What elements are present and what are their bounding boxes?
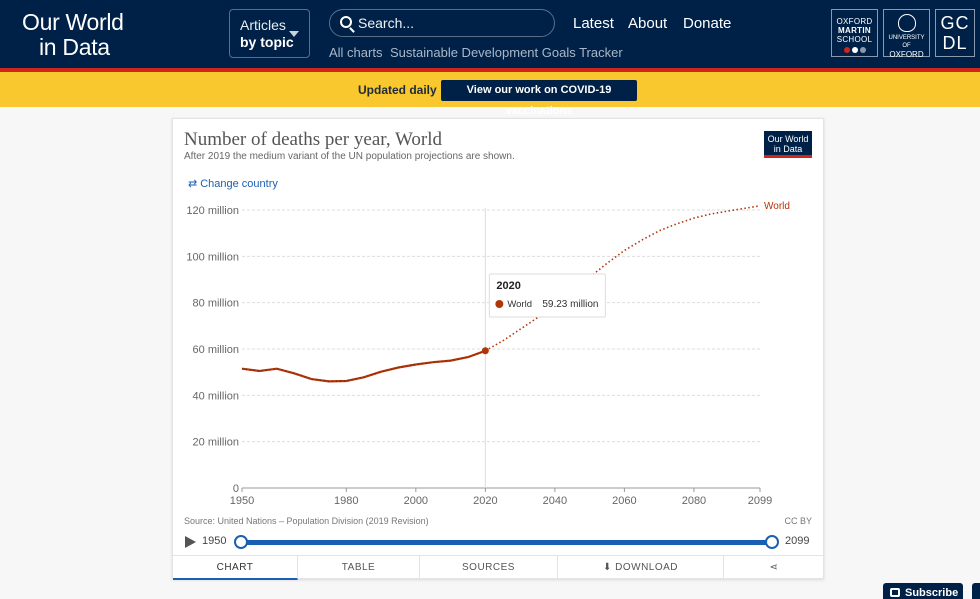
updated-daily-text: Updated daily [358,83,437,97]
timeline-end-handle[interactable] [765,535,779,549]
change-country-link[interactable]: ⇄ Change country [188,177,278,190]
owid-small-logo[interactable]: Our World in Data [764,131,812,158]
line-chart[interactable]: 0 20 million 40 million 60 million 80 millio… [173,197,825,509]
ox-line-2: OXFORD [889,50,924,59]
tooltip-swatch [495,300,504,308]
gcdl-line-1: GC [940,13,970,33]
tab-sources[interactable]: SOURCES [420,556,558,580]
series-line-projection [485,205,761,352]
timeline-start-year: 1950 [202,535,227,547]
mail-icon [890,588,900,597]
owid-logo-line-2: in Data [773,144,803,154]
header-stripe [0,68,980,72]
tooltip-series: World [507,299,532,310]
oxford-university-logo[interactable]: UNIVERSITY OF OXFORD [883,9,930,59]
side-button-stub[interactable] [972,583,980,599]
search-input[interactable] [358,15,538,31]
nav-sdg-tracker[interactable]: Sustainable Development Goals Tracker [390,45,623,60]
y-tick-label: 0 [233,483,239,495]
by-topic-label: by topic [240,34,294,50]
timeline-slider[interactable]: 1950 2099 [173,531,825,553]
share-icon: ⋖ [769,562,779,573]
x-tick-label: 1980 [334,495,358,507]
x-axis-ticks: 1950 1980 2000 2020 2040 2060 2080 2099 [230,488,772,507]
tab-chart[interactable]: CHART [173,556,298,580]
y-tick-label: 20 million [193,437,239,449]
x-tick-label: 2020 [473,495,497,507]
oms-line-2: MARTIN [838,26,871,35]
license-badge[interactable]: CC BY [784,516,812,526]
chevron-down-icon [289,31,299,37]
series-label: World [764,201,790,212]
x-tick-label: 2040 [543,495,567,507]
x-tick-label: 2099 [748,495,772,507]
series-dots-historical [241,350,486,383]
download-icon: ⬇ [602,562,616,573]
series-world: World [241,201,790,383]
covid-vaccinations-button[interactable]: View our work on COVID-19 vaccinations [441,80,637,117]
highlight-point [481,347,489,355]
site-logo[interactable]: Our World in Data [22,10,124,60]
swap-arrows-icon: ⇄ [188,178,198,190]
timeline-track[interactable] [241,540,772,545]
logo-line-2: in Data [39,34,110,60]
chart-subtitle: After 2019 the medium variant of the UN … [184,151,515,162]
nav-all-charts[interactable]: All charts [329,45,383,60]
oms-dots-icon [832,47,877,53]
announcement-banner: Updated daily View our work on COVID-19 … [0,72,980,117]
subscribe-button[interactable]: Subscribe [883,583,963,599]
x-tick-label: 1950 [230,495,254,507]
timeline-start-handle[interactable] [234,535,248,549]
nav-donate[interactable]: Donate [683,15,732,32]
owid-logo-line-1: Our World [767,134,809,144]
tab-table[interactable]: TABLE [298,556,420,580]
search-icon [340,16,352,28]
ox-line-1: UNIVERSITY OF [888,35,925,49]
tab-download-label: DOWNLOAD [615,562,679,573]
search-box[interactable] [329,9,555,37]
articles-by-topic-button[interactable]: Articles by topic [229,9,310,58]
chart-tabs: CHART TABLE SOURCES ⬇ DOWNLOAD ⋖ [173,555,825,580]
chart-source[interactable]: Source: United Nations – Population Divi… [184,516,429,526]
oxford-martin-school-logo[interactable]: OXFORD MARTIN SCHOOL [831,9,878,57]
tooltip-box [488,273,606,318]
y-tick-label: 60 million [193,344,239,356]
oms-line-3: SCHOOL [836,35,873,44]
chart-title: Number of deaths per year, World [184,129,442,150]
y-axis-ticks: 0 20 million 40 million 60 million 80 millio… [186,205,239,495]
timeline-end-year: 2099 [785,535,810,547]
change-country-label: Change country [200,178,278,190]
nav-about[interactable]: About [628,15,668,32]
chart-card: Number of deaths per year, World After 2… [172,118,825,580]
tooltip-value: 59.23 million [542,299,598,310]
x-tick-label: 2000 [404,495,428,507]
oms-line-1: OXFORD [836,17,873,26]
site-header: Our World in Data Articles by topic Late… [0,0,980,72]
tooltip-year: 2020 [496,280,520,292]
gridlines [242,208,760,489]
y-tick-label: 80 million [193,298,239,310]
oxford-crest-icon [897,14,916,32]
articles-label: Articles [240,17,286,33]
gcdl-line-2: DL [942,33,968,53]
x-tick-label: 2080 [682,495,706,507]
nav-latest[interactable]: Latest [573,15,614,32]
tab-download[interactable]: ⬇ DOWNLOAD [558,556,724,580]
x-tick-label: 2060 [612,495,636,507]
share-button[interactable]: ⋖ [724,556,824,580]
y-tick-label: 40 million [193,390,239,402]
play-icon[interactable] [185,536,196,548]
y-tick-label: 100 million [186,251,239,263]
logo-line-1: Our World [22,9,124,35]
y-tick-label: 120 million [186,205,239,217]
hover-tooltip: 2020 World 59.23 million [488,273,606,318]
gcdl-logo[interactable]: GC DL [935,9,975,57]
